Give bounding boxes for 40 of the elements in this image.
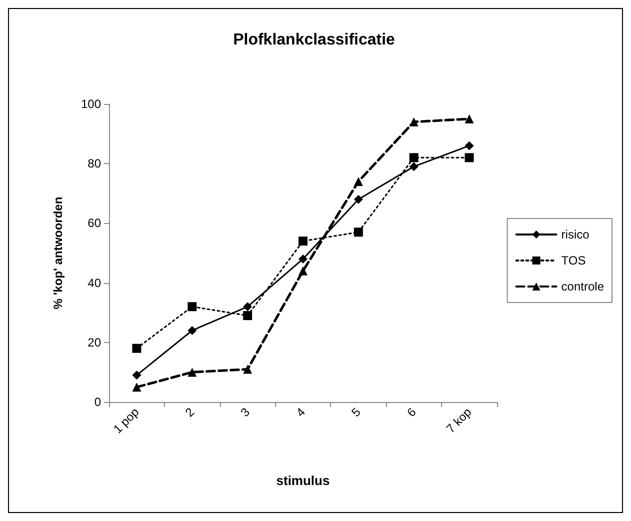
legend-label: controle: [561, 280, 604, 294]
chart-title: Plofklankclassificatie: [233, 32, 396, 48]
x-tick-label: 1 pop: [110, 404, 142, 436]
point: [298, 254, 308, 264]
point: [132, 382, 142, 392]
y-tick-label: 60: [88, 216, 102, 230]
y-tick-label: 80: [88, 156, 102, 171]
y-tick-label: 0: [94, 395, 102, 409]
y-axis-title: % 'kop' antwoorden: [51, 196, 65, 310]
x-tick-label: 6: [404, 404, 420, 420]
legend-label: TOS: [561, 254, 586, 268]
x-tick-label: 5: [348, 404, 364, 420]
point: [298, 266, 308, 276]
y-tick-label: 40: [88, 276, 102, 290]
point: [354, 194, 363, 204]
point: [243, 364, 252, 374]
point: [464, 141, 474, 150]
point: [464, 114, 474, 124]
point: [188, 326, 197, 335]
point: [409, 117, 418, 126]
point: [188, 368, 197, 377]
point: [409, 162, 418, 172]
point: [243, 311, 252, 320]
point: [354, 228, 363, 237]
x-tick-label: 7 kop: [444, 404, 474, 436]
y-tick-label: 20: [88, 335, 102, 350]
legend-label: risico: [561, 228, 590, 242]
x-tick-label: 3: [238, 404, 253, 420]
point: [132, 370, 142, 380]
x-tick-label: 2: [182, 404, 198, 420]
point: [409, 153, 418, 162]
x-axis-title: stimulus: [276, 473, 330, 488]
y-tick-label: 100: [80, 97, 102, 111]
point: [132, 344, 142, 353]
x-tick-label: 4: [293, 404, 308, 420]
point: [243, 302, 252, 312]
point: [188, 302, 197, 312]
point: [298, 236, 308, 246]
point: [464, 153, 474, 162]
point: [354, 176, 363, 186]
